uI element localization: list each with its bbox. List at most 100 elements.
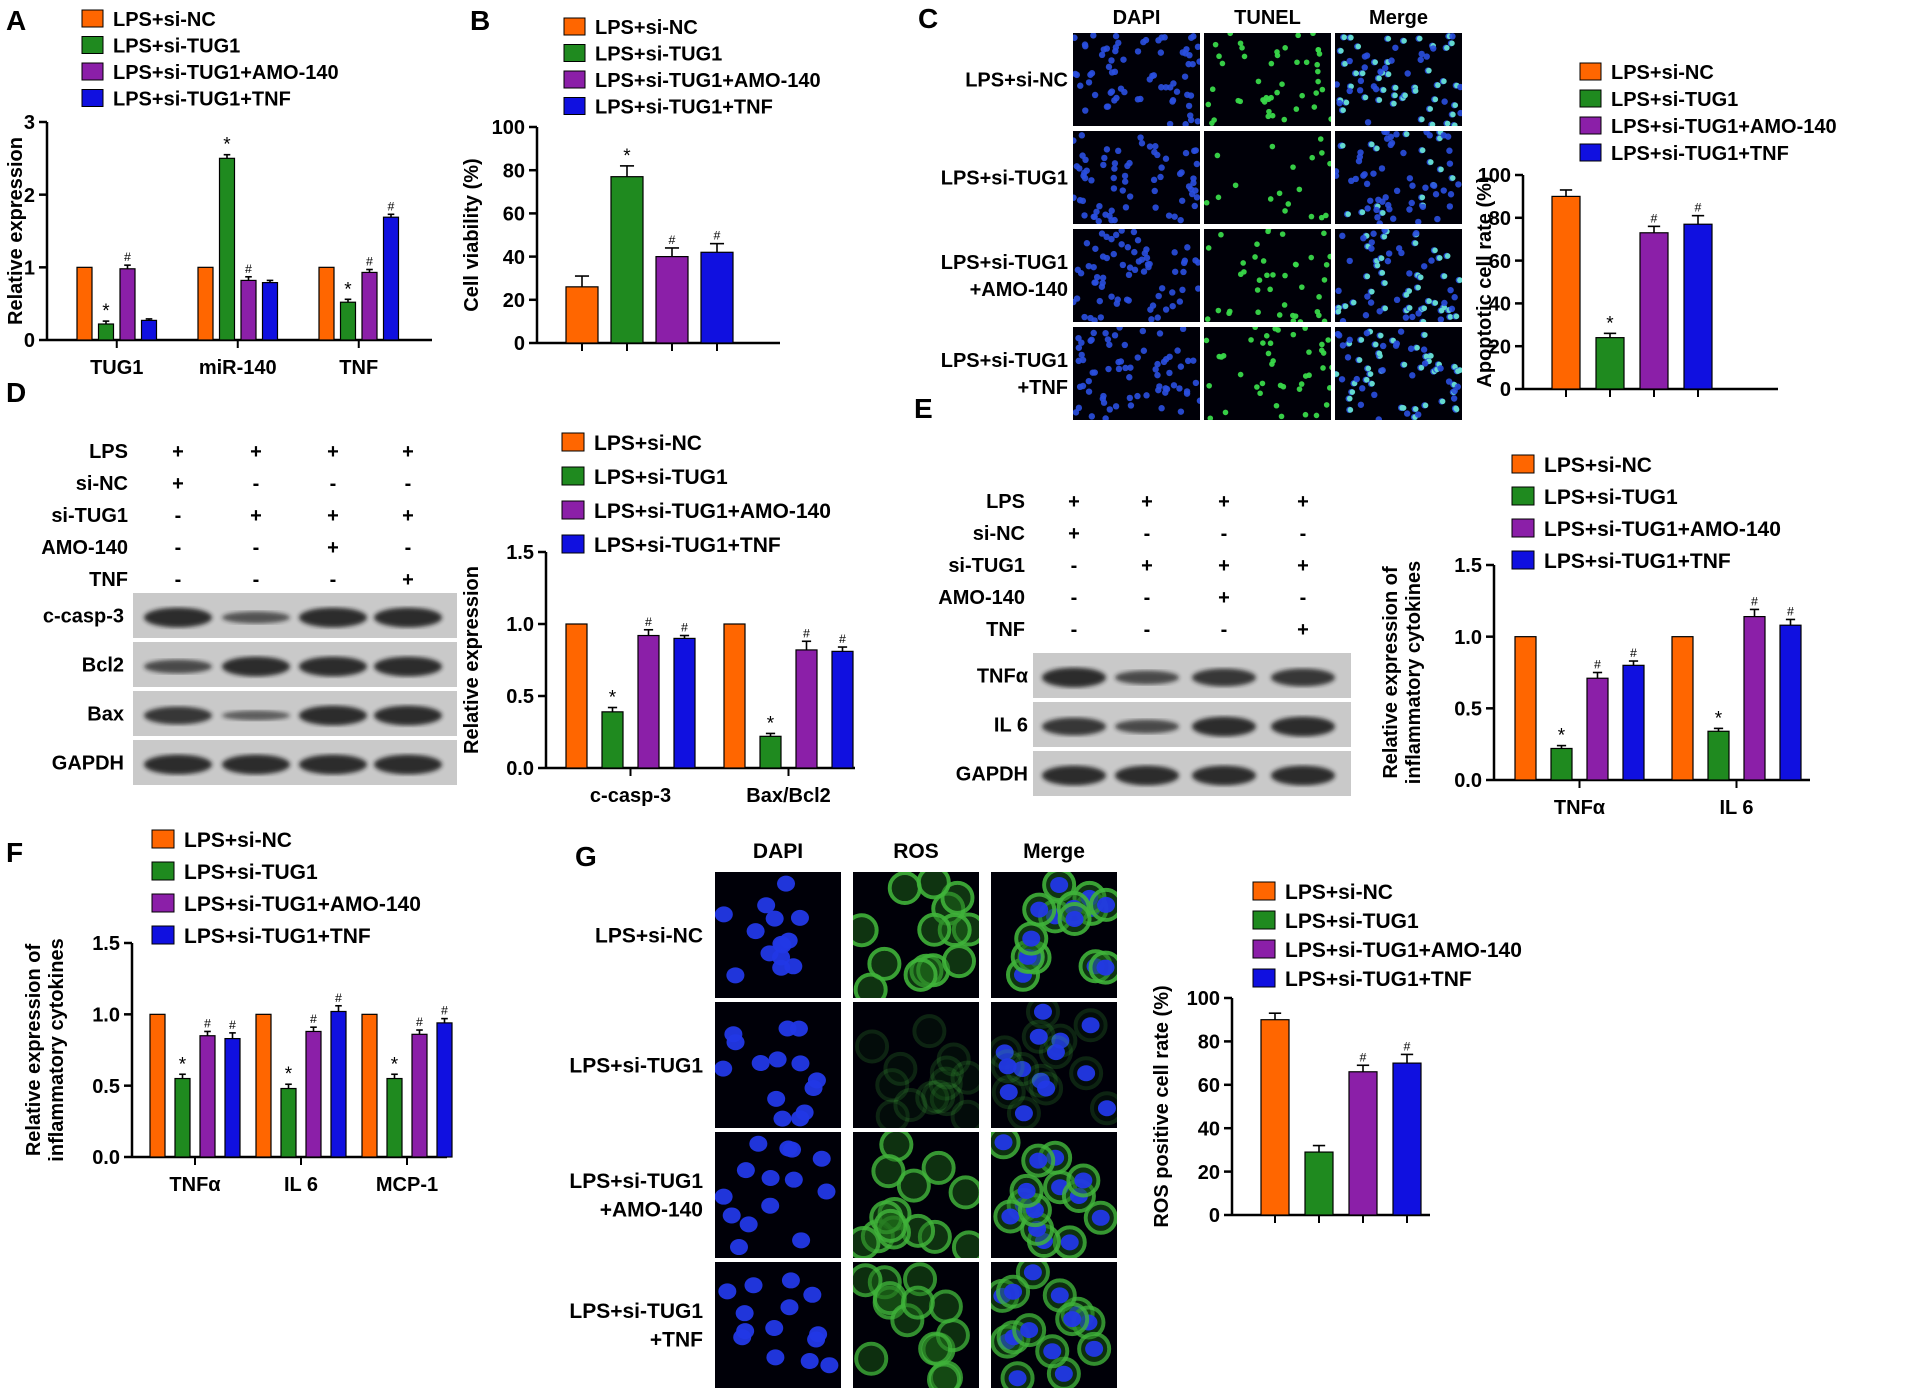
- legend-label: LPS+si-NC: [1285, 881, 1393, 904]
- bar: [339, 301, 357, 341]
- significance-mark: #: [1404, 1039, 1411, 1053]
- condition-label: si-NC: [76, 473, 128, 495]
- y-axis-label: Relative expression: [461, 566, 483, 754]
- legend-swatch: [1579, 89, 1602, 108]
- panel-letter-E: E: [914, 393, 933, 424]
- condition-mark: -: [253, 569, 260, 591]
- y-tick-label: 1.0: [92, 1005, 120, 1027]
- legend-swatch: [151, 925, 175, 945]
- blot-band: [299, 607, 367, 628]
- significance-mark: *: [767, 713, 775, 734]
- x-tick-label: MCP-1: [376, 1174, 438, 1196]
- legend-label: LPS+si-TUG1+TNF: [1544, 550, 1731, 573]
- panel-letter-B: B: [470, 5, 490, 36]
- legend-swatch: [1579, 62, 1602, 81]
- bar: [255, 1013, 272, 1158]
- bar: [361, 1013, 378, 1158]
- blot-strip: [1033, 702, 1351, 747]
- legend-label: LPS+si-NC: [595, 17, 698, 39]
- condition-mark: +: [327, 441, 339, 463]
- y-axis-label: Relative expression of: [1380, 566, 1402, 779]
- micrograph-dapi: [1073, 327, 1200, 420]
- micrograph-merge: [1335, 33, 1462, 126]
- bar: [224, 1037, 241, 1158]
- bar: [76, 266, 93, 341]
- condition-mark: +: [1068, 523, 1080, 545]
- blot-band: [144, 754, 212, 775]
- micrograph-background: [1073, 131, 1200, 224]
- band-label: Bax: [87, 704, 124, 726]
- x-tick-label: Bax/Bcl2: [746, 785, 831, 807]
- condition-mark: -: [1144, 523, 1151, 545]
- bar: [1743, 615, 1766, 781]
- bar: [361, 271, 378, 341]
- legend-label: LPS+si-TUG1+AMO-140: [594, 500, 831, 523]
- panel-letter-F: F: [6, 837, 23, 868]
- condition-mark: -: [330, 569, 337, 591]
- condition-label: AMO-140: [41, 537, 128, 559]
- bar: [1671, 636, 1694, 781]
- significance-mark: *: [102, 301, 110, 322]
- panel-letter-G: G: [575, 841, 597, 872]
- condition-mark: +: [327, 537, 339, 559]
- x-tick-label: TNF: [339, 357, 378, 379]
- blot-band: [222, 656, 290, 677]
- micrograph-ros: [853, 1002, 979, 1128]
- y-tick-label: 80: [503, 160, 525, 182]
- micrograph-merge: [991, 1132, 1117, 1258]
- legend-label: LPS+si-NC: [1544, 454, 1652, 477]
- legend-label: LPS+si-TUG1: [594, 466, 728, 489]
- y-tick-label: 100: [1187, 988, 1220, 1010]
- y-tick-label: 20: [503, 290, 525, 312]
- blot-band: [1115, 719, 1179, 734]
- blot-band: [1271, 668, 1335, 687]
- legend-label: LPS+si-TUG1+TNF: [184, 925, 371, 948]
- y-tick-label: 20: [1198, 1162, 1220, 1184]
- y-tick-label: 60: [1198, 1075, 1220, 1097]
- bar: [218, 157, 236, 341]
- y-tick-label: 40: [1198, 1118, 1220, 1140]
- significance-mark: #: [1630, 646, 1637, 660]
- y-tick-label: 1.0: [1454, 627, 1482, 649]
- y-tick-label: 20: [1489, 336, 1511, 358]
- y-axis-label: inflammatory cytokines: [46, 938, 68, 1161]
- bar: [1514, 636, 1537, 781]
- bar: [1348, 1071, 1378, 1216]
- band-label: GAPDH: [52, 753, 124, 775]
- condition-mark: +: [1297, 555, 1309, 577]
- bar: [97, 323, 115, 341]
- condition-mark: -: [405, 473, 412, 495]
- y-tick-label: 2: [24, 185, 35, 207]
- legend-swatch: [81, 89, 104, 107]
- blot-band: [1192, 765, 1256, 786]
- y-tick-label: 0.5: [506, 686, 534, 708]
- blot-band: [1115, 670, 1179, 685]
- micrograph-tunel: [1204, 229, 1331, 322]
- micrograph-tunel: [1204, 327, 1331, 420]
- bar: [1622, 664, 1645, 781]
- legend-label: LPS+si-TUG1+TNF: [1611, 143, 1789, 165]
- y-tick-label: 1.5: [92, 933, 120, 955]
- significance-mark: #: [1594, 658, 1601, 672]
- micrograph-merge: [991, 872, 1117, 998]
- condition-mark: -: [175, 505, 182, 527]
- legend-swatch: [1252, 881, 1276, 901]
- micrograph-dapi: [715, 872, 841, 998]
- bar: [673, 637, 696, 769]
- y-tick-label: 40: [1489, 294, 1511, 316]
- legend-swatch: [1252, 968, 1276, 988]
- column-header: TUNEL: [1234, 7, 1301, 29]
- blot-band: [222, 754, 290, 775]
- column-header: DAPI: [1113, 7, 1161, 29]
- condition-mark: +: [1218, 491, 1230, 513]
- blot-band: [374, 607, 442, 628]
- legend-swatch: [563, 70, 586, 89]
- blot-band: [1042, 717, 1106, 736]
- blot-band: [299, 754, 367, 775]
- blot-band: [1192, 716, 1256, 737]
- bar: [759, 735, 782, 769]
- y-axis-label: Relative expression: [5, 137, 27, 325]
- bar: [1683, 223, 1713, 390]
- row-label: LPS+si-TUG1: [941, 168, 1068, 190]
